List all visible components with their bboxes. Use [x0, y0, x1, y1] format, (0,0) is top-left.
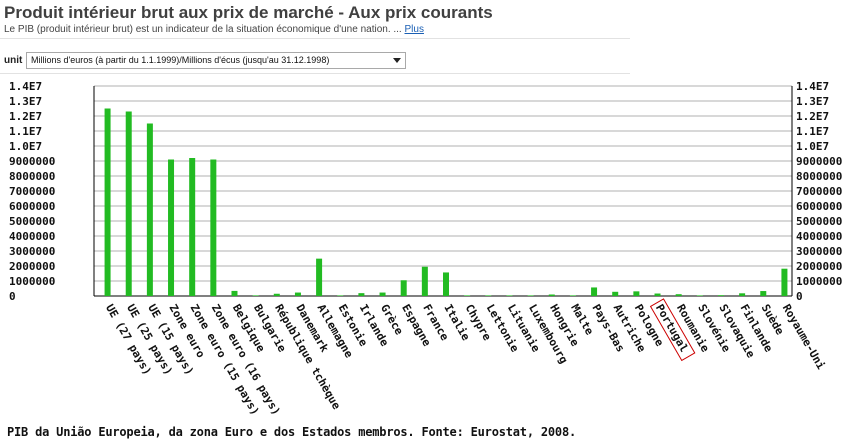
y-tick-label-right: 1.3E7	[796, 95, 829, 108]
y-tick-label-left: 1.1E7	[9, 125, 42, 138]
unit-select[interactable]: Millions d'euros (à partir du 1.1.1999)/…	[26, 52, 406, 69]
bar	[358, 293, 365, 296]
y-tick-label-left: 0	[9, 290, 16, 303]
highlight-box	[649, 298, 696, 362]
bar	[781, 268, 788, 296]
bar	[337, 295, 344, 296]
y-tick-label-right: 1.1E7	[796, 125, 829, 138]
bar	[231, 290, 238, 296]
figure-caption: PIB da União Europeia, da zona Euro e do…	[7, 425, 576, 439]
y-tick-label-right: 1.0E7	[796, 140, 829, 153]
subtitle-text: Le PIB (produit intérieur brut) est un i…	[4, 24, 402, 35]
y-tick-label-right: 8000000	[796, 170, 842, 183]
y-tick-label-right: 9000000	[796, 155, 842, 168]
bar	[125, 111, 132, 296]
y-tick-label-right: 7000000	[796, 185, 842, 198]
x-tick-label: Royaume-Uni	[780, 302, 828, 372]
bar	[717, 295, 724, 296]
y-tick-label-left: 8000000	[9, 170, 55, 183]
chevron-down-icon[interactable]	[393, 58, 401, 63]
page-title: Produit intérieur brut aux prix de march…	[4, 3, 493, 22]
y-tick-label-left: 4000000	[9, 230, 55, 243]
bar	[485, 295, 492, 296]
bar	[273, 293, 280, 296]
bar	[591, 287, 598, 296]
y-tick-label-left: 9000000	[9, 155, 55, 168]
title-divider	[0, 38, 630, 39]
y-tick-label-right: 2000000	[796, 260, 842, 273]
y-tick-label-right: 3000000	[796, 245, 842, 258]
y-tick-label-left: 7000000	[9, 185, 55, 198]
bar	[294, 292, 301, 296]
y-tick-label-right: 0	[796, 290, 803, 303]
unit-select-value: Millions d'euros (à partir du 1.1.1999)/…	[31, 55, 330, 65]
selector-divider	[0, 73, 630, 74]
y-tick-label-left: 1.2E7	[9, 110, 42, 123]
bar	[210, 159, 217, 296]
page-subtitle: Le PIB (produit intérieur brut) est un i…	[4, 24, 424, 35]
y-tick-label-left: 1.4E7	[9, 80, 42, 93]
gdp-bar-chart: 0 0 1000000 1000000 2000000 2000000 3000000 300…	[9, 80, 842, 417]
unit-label: unit	[4, 55, 23, 66]
bar	[739, 293, 746, 296]
bar	[168, 159, 175, 296]
bar	[252, 295, 259, 296]
y-tick-label-left: 2000000	[9, 260, 55, 273]
bar	[400, 280, 407, 296]
y-tick-label-right: 5000000	[796, 215, 842, 228]
y-tick-label-right: 1000000	[796, 275, 842, 288]
bar	[654, 293, 661, 296]
y-tick-label-left: 3000000	[9, 245, 55, 258]
bar	[527, 295, 534, 296]
y-tick-label-right: 1.2E7	[796, 110, 829, 123]
y-tick-label-left: 1.0E7	[9, 140, 42, 153]
bar	[612, 291, 619, 296]
bar	[675, 294, 682, 296]
bar	[379, 292, 386, 296]
bar	[316, 258, 323, 296]
bar	[443, 272, 449, 296]
more-link[interactable]: Plus	[404, 24, 424, 35]
y-tick-label-left: 1000000	[9, 275, 55, 288]
y-tick-label-left: 5000000	[9, 215, 55, 228]
bar	[569, 295, 576, 296]
bar	[760, 291, 767, 296]
bar	[464, 295, 471, 296]
bar	[189, 158, 196, 296]
y-tick-label-left: 1.3E7	[9, 95, 42, 108]
bar	[696, 295, 703, 296]
y-tick-label-right: 6000000	[796, 200, 842, 213]
y-tick-label-left: 6000000	[9, 200, 55, 213]
y-tick-label-right: 4000000	[796, 230, 842, 243]
bar	[104, 108, 111, 296]
bar	[146, 123, 153, 296]
bar	[633, 291, 640, 296]
y-tick-label-right: 1.4E7	[796, 80, 829, 93]
bar	[548, 294, 555, 296]
bar	[506, 295, 513, 296]
bar	[421, 266, 428, 296]
